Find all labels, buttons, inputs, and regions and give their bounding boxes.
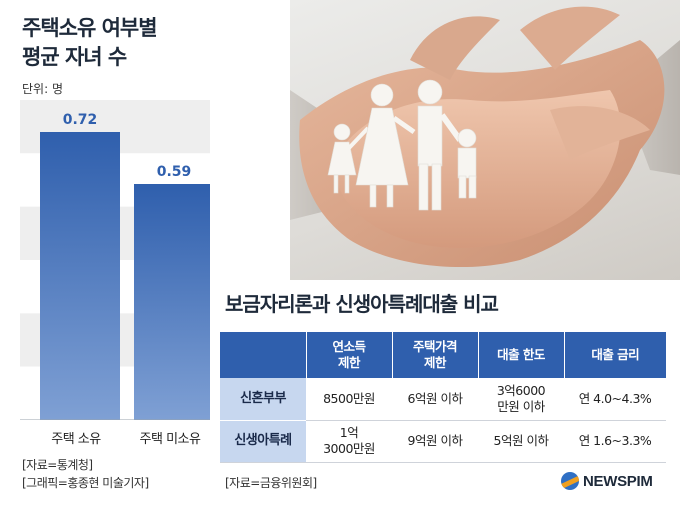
hands-holding-family-photo bbox=[290, 0, 680, 280]
chart-title-line1: 주택소유 여부별 bbox=[22, 16, 158, 40]
comparison-table: 연소득 제한 주택가격 제한 대출 한도 대출 금리 신혼부부 8500만원 6억원… bbox=[220, 332, 666, 463]
category-label-owned: 주택 소유 bbox=[51, 432, 101, 447]
chart-unit-label: 단위: 명 bbox=[22, 82, 63, 96]
row-label-newborn-special: 신생아특례 bbox=[220, 420, 306, 463]
cell-text: 9억원 이하 bbox=[407, 433, 463, 448]
table-row: 신생아특례 1억 3000만원 9억원 이하 5억원 이하 연 1.6~3.3% bbox=[220, 420, 666, 463]
bar-chart: 0.72 0.59 bbox=[20, 100, 210, 420]
table-row: 신혼부부 8500만원 6억원 이하 3억6000 만원 이하 연 4.0~4.3… bbox=[220, 378, 666, 421]
cell-text: 1억 3000만원 bbox=[323, 425, 375, 456]
chart-title-line2: 평균 자녀 수 bbox=[22, 45, 127, 69]
table-header-row: 연소득 제한 주택가격 제한 대출 한도 대출 금리 bbox=[220, 332, 666, 378]
newspim-logo-text: NEWSPIM bbox=[583, 472, 653, 490]
header-income-limit: 연소득 제한 bbox=[305, 332, 392, 378]
cell-text: 6억원 이하 bbox=[407, 390, 463, 406]
cell-text: 연 1.6~3.3% bbox=[578, 433, 652, 448]
header-price-limit: 주택가격 제한 bbox=[391, 332, 478, 378]
table-cell: 1억 3000만원 bbox=[306, 420, 392, 463]
header-income-limit-text: 연소득 제한 bbox=[332, 339, 366, 370]
table-cell: 6억원 이하 bbox=[392, 378, 478, 421]
table-title: 보금자리론과 신생아특례대출 비교 bbox=[225, 292, 499, 316]
newspim-logo-icon bbox=[561, 472, 579, 490]
header-loan-limit-text: 대출 한도 bbox=[497, 347, 545, 362]
hands-family-icon bbox=[290, 6, 680, 268]
newspim-logo: NEWSPIM bbox=[561, 472, 653, 490]
bar-owned bbox=[40, 132, 120, 420]
header-loan-limit: 대출 한도 bbox=[477, 332, 564, 378]
table-cell: 8500만원 bbox=[306, 378, 392, 421]
cell-text: 3억6000 만원 이하 bbox=[496, 382, 546, 414]
table-cell: 5억원 이하 bbox=[478, 420, 564, 463]
cell-text: 연 4.0~4.3% bbox=[578, 390, 652, 406]
source-graphic-credit: [그래픽=홍종현 미술기자] bbox=[22, 476, 149, 490]
cell-text: 5억원 이하 bbox=[493, 433, 549, 448]
cell-text: 8500만원 bbox=[323, 390, 375, 406]
header-price-limit-text: 주택가격 제한 bbox=[412, 339, 458, 370]
source-statistics: [자료=통계청] bbox=[22, 458, 93, 472]
category-label-not-owned: 주택 미소유 bbox=[139, 432, 201, 447]
bar-value-label: 0.59 bbox=[157, 164, 192, 180]
table-cell: 연 1.6~3.3% bbox=[564, 420, 666, 463]
table-cell: 3억6000 만원 이하 bbox=[478, 378, 564, 421]
header-interest-rate: 대출 금리 bbox=[563, 332, 666, 378]
row-label-newlyweds: 신혼부부 bbox=[220, 378, 306, 421]
header-interest-rate-text: 대출 금리 bbox=[591, 347, 640, 362]
source-financial-services-commission: [자료=금융위원회] bbox=[225, 476, 317, 490]
bar-value-label: 0.72 bbox=[63, 112, 98, 128]
table-cell: 연 4.0~4.3% bbox=[564, 378, 666, 421]
chart-title: 주택소유 여부별 평균 자녀 수 bbox=[22, 14, 158, 72]
header-corner bbox=[220, 332, 306, 378]
bar-chart-svg: 0.72 0.59 bbox=[20, 100, 210, 420]
bar-not-owned bbox=[134, 184, 210, 420]
table-cell: 9억원 이하 bbox=[392, 420, 478, 463]
